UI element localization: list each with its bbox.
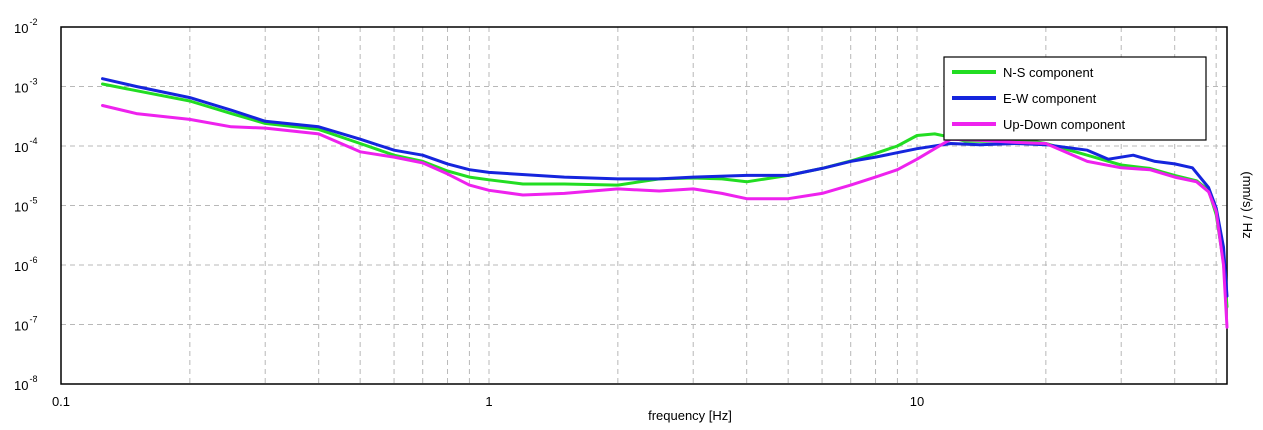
legend-label-1: N-S component (1003, 65, 1094, 80)
x-tick-label: 1 (485, 394, 492, 409)
y-tick-label: 10-6 (14, 255, 37, 274)
series-line-2 (101, 77, 1229, 298)
x-tick-label: 0.1 (52, 394, 70, 409)
y-tick-labels: 10-2 10-3 10-4 10-5 10-6 10-7 10-8 (14, 17, 37, 393)
plot-area-frame (60, 26, 1228, 385)
x-tick-labels: 0.1 1 10 (52, 394, 924, 409)
legend: N-S component E-W component Up-Down compon… (943, 56, 1207, 141)
legend-label-3: Up-Down component (1003, 117, 1126, 132)
legend-label-2: E-W component (1003, 91, 1097, 106)
y-tick-label: 10-5 (14, 196, 37, 215)
y-tick-label: 10-3 (14, 77, 37, 96)
series-line-3 (101, 104, 1229, 329)
y-tick-label: 10-7 (14, 315, 37, 334)
series-lines (101, 77, 1229, 329)
y-tick-label: 10-2 (14, 17, 37, 36)
x-axis-label: frequency [Hz] (648, 408, 732, 423)
y-axis-label: (mm/s) / Hz (1240, 171, 1255, 238)
x-tick-label: 10 (910, 394, 924, 409)
grid-lines (61, 27, 1227, 384)
y-tick-label: 10-8 (14, 374, 37, 393)
y-tick-label: 10-4 (14, 136, 37, 155)
